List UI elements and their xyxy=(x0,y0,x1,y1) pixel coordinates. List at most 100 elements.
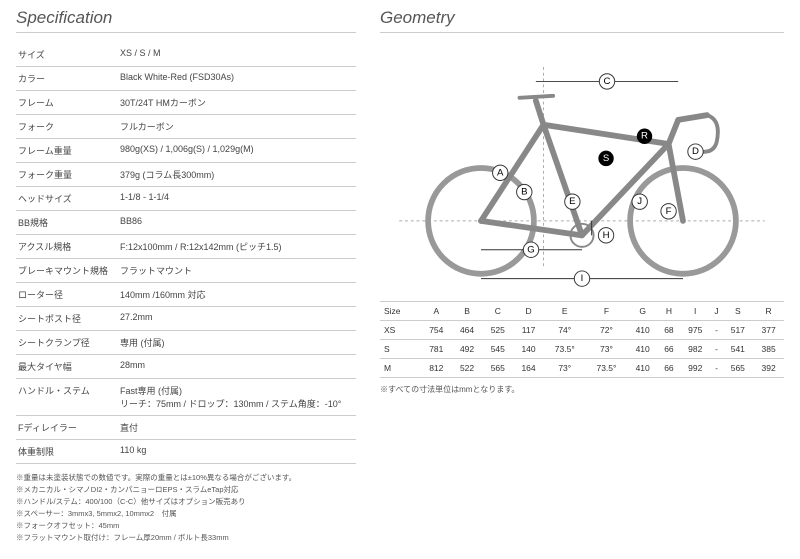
geo-cell: XS xyxy=(380,321,421,340)
spec-note-line: ※フラットマウント取付け：フレーム厚20mm / ボルト長33mm xyxy=(16,532,356,544)
geo-row: XS75446452511774°72°41068975-517377 xyxy=(380,321,784,340)
spec-row: シートポスト径27.2mm xyxy=(16,307,356,331)
geo-cell: - xyxy=(711,340,723,359)
geo-cell: 992 xyxy=(680,359,711,378)
spec-label: フォーク重量 xyxy=(16,163,118,187)
spec-label: ブレーキマウント規格 xyxy=(16,259,118,283)
geo-col-header: F xyxy=(586,302,628,321)
spec-row: フレーム重量980g(XS) / 1,006g(S) / 1,029g(M) xyxy=(16,139,356,163)
geo-cell: - xyxy=(711,359,723,378)
svg-text:S: S xyxy=(603,153,609,164)
spec-row: 最大タイヤ幅28mm xyxy=(16,355,356,379)
geo-cell: 812 xyxy=(421,359,452,378)
geo-cell: S xyxy=(380,340,421,359)
geo-row: M81252256516473°73.5°41066992-565392 xyxy=(380,359,784,378)
spec-label: 最大タイヤ幅 xyxy=(16,355,118,379)
spec-row: 体重制限110 kg xyxy=(16,440,356,464)
geo-cell: 522 xyxy=(452,359,483,378)
geo-cell: 164 xyxy=(513,359,544,378)
spec-row: カラーBlack White-Red (FSD30As) xyxy=(16,67,356,91)
spec-value: BB86 xyxy=(118,211,356,235)
geo-cell: 73.5° xyxy=(586,359,628,378)
geo-row: S78149254514073.5°73°41066982-541385 xyxy=(380,340,784,359)
geo-cell: 410 xyxy=(627,359,658,378)
spec-value: 直付 xyxy=(118,416,356,440)
spec-note-line: ※スペーサー：3mmx3, 5mmx2, 10mmx2 付属 xyxy=(16,508,356,520)
geometry-table: SizeABCDEFGHIJSR XS75446452511774°72°410… xyxy=(380,301,784,378)
geo-cell: 73.5° xyxy=(544,340,586,359)
spec-label: 体重制限 xyxy=(16,440,118,464)
spec-row: ブレーキマウント規格フラットマウント xyxy=(16,259,356,283)
geo-cell: 525 xyxy=(482,321,513,340)
geometry-note: ※すべての寸法単位はmmとなります。 xyxy=(380,384,784,395)
spec-value: 専用 (付属) xyxy=(118,331,356,355)
spec-label: ローター径 xyxy=(16,283,118,307)
spec-value: フラットマウント xyxy=(118,259,356,283)
geo-col-header: D xyxy=(513,302,544,321)
spec-note-line: ※重量は未塗装状態での数値です。実際の重量とは±10%異なる場合がございます。 xyxy=(16,472,356,484)
geo-cell: 66 xyxy=(658,340,680,359)
geo-cell: 74° xyxy=(544,321,586,340)
geo-cell: 410 xyxy=(627,321,658,340)
geo-cell: 975 xyxy=(680,321,711,340)
spec-value: XS / S / M xyxy=(118,43,356,67)
geo-cell: 72° xyxy=(586,321,628,340)
spec-note-line: ※メカニカル・シマノDI2・カンパニョーロEPS・スラムeTap対応 xyxy=(16,484,356,496)
geo-cell: 68 xyxy=(658,321,680,340)
spec-value: 140mm /160mm 対応 xyxy=(118,283,356,307)
spec-label: フレーム xyxy=(16,91,118,115)
spec-row: アクスル規格F:12x100mm / R:12x142mm (ピッチ1.5) xyxy=(16,235,356,259)
geo-col-header: A xyxy=(421,302,452,321)
spec-label: ヘッドサイズ xyxy=(16,187,118,211)
geo-col-header: B xyxy=(452,302,483,321)
geo-cell: 517 xyxy=(722,321,753,340)
geo-col-header: I xyxy=(680,302,711,321)
spec-row: ヘッドサイズ1-1/8 - 1-1/4 xyxy=(16,187,356,211)
geo-cell: M xyxy=(380,359,421,378)
spec-row: フォーク重量379g (コラム長300mm) xyxy=(16,163,356,187)
spec-value: F:12x100mm / R:12x142mm (ピッチ1.5) xyxy=(118,235,356,259)
spec-value: 30T/24T HMカーボン xyxy=(118,91,356,115)
svg-text:H: H xyxy=(603,230,610,241)
svg-text:F: F xyxy=(666,206,672,217)
spec-value: 1-1/8 - 1-1/4 xyxy=(118,187,356,211)
spec-label: フォーク xyxy=(16,115,118,139)
spec-value: フルカーボン xyxy=(118,115,356,139)
svg-text:I: I xyxy=(581,273,584,284)
spec-value: Black White-Red (FSD30As) xyxy=(118,67,356,91)
spec-label: BB規格 xyxy=(16,211,118,235)
spec-row: シートクランプ径専用 (付属) xyxy=(16,331,356,355)
spec-label: シートクランプ径 xyxy=(16,331,118,355)
spec-label: サイズ xyxy=(16,43,118,67)
geo-cell: 392 xyxy=(753,359,784,378)
spec-notes: ※重量は未塗装状態での数値です。実際の重量とは±10%異なる場合がございます。※… xyxy=(16,472,356,544)
geo-col-header: R xyxy=(753,302,784,321)
spec-value: Fast専用 (付属) リーチ：75mm / ドロップ：130mm / ステム角… xyxy=(118,379,356,416)
spec-note-line: ※フォークオフセット：45mm xyxy=(16,520,356,532)
geo-cell: - xyxy=(711,321,723,340)
svg-text:B: B xyxy=(521,187,527,198)
spec-row: フレーム30T/24T HMカーボン xyxy=(16,91,356,115)
geo-cell: 66 xyxy=(658,359,680,378)
spec-row: Fディレイラー直付 xyxy=(16,416,356,440)
geo-cell: 565 xyxy=(482,359,513,378)
geo-cell: 492 xyxy=(452,340,483,359)
geo-col-header: Size xyxy=(380,302,421,321)
geo-cell: 541 xyxy=(722,340,753,359)
spec-row: ハンドル・ステムFast専用 (付属) リーチ：75mm / ドロップ：130m… xyxy=(16,379,356,416)
geo-cell: 754 xyxy=(421,321,452,340)
spec-row: フォークフルカーボン xyxy=(16,115,356,139)
geo-cell: 410 xyxy=(627,340,658,359)
svg-text:D: D xyxy=(692,146,699,157)
spec-label: フレーム重量 xyxy=(16,139,118,163)
spec-label: アクスル規格 xyxy=(16,235,118,259)
geo-cell: 464 xyxy=(452,321,483,340)
spec-value: 379g (コラム長300mm) xyxy=(118,163,356,187)
geo-cell: 781 xyxy=(421,340,452,359)
geo-cell: 73° xyxy=(586,340,628,359)
spec-value: 980g(XS) / 1,006g(S) / 1,029g(M) xyxy=(118,139,356,163)
svg-text:E: E xyxy=(569,196,575,207)
svg-text:G: G xyxy=(527,244,534,255)
geo-cell: 377 xyxy=(753,321,784,340)
spec-table: サイズXS / S / MカラーBlack White-Red (FSD30As… xyxy=(16,43,356,464)
